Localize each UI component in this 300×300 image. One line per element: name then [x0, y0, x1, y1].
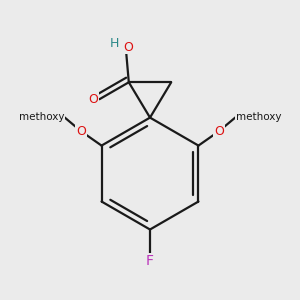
Text: O: O: [76, 125, 86, 138]
Text: O: O: [214, 125, 224, 138]
Text: O: O: [123, 40, 133, 54]
Text: O: O: [88, 93, 98, 106]
Text: F: F: [146, 254, 154, 268]
Text: methoxy: methoxy: [19, 112, 64, 122]
Text: methoxy: methoxy: [236, 112, 281, 122]
Text: H: H: [110, 37, 119, 50]
